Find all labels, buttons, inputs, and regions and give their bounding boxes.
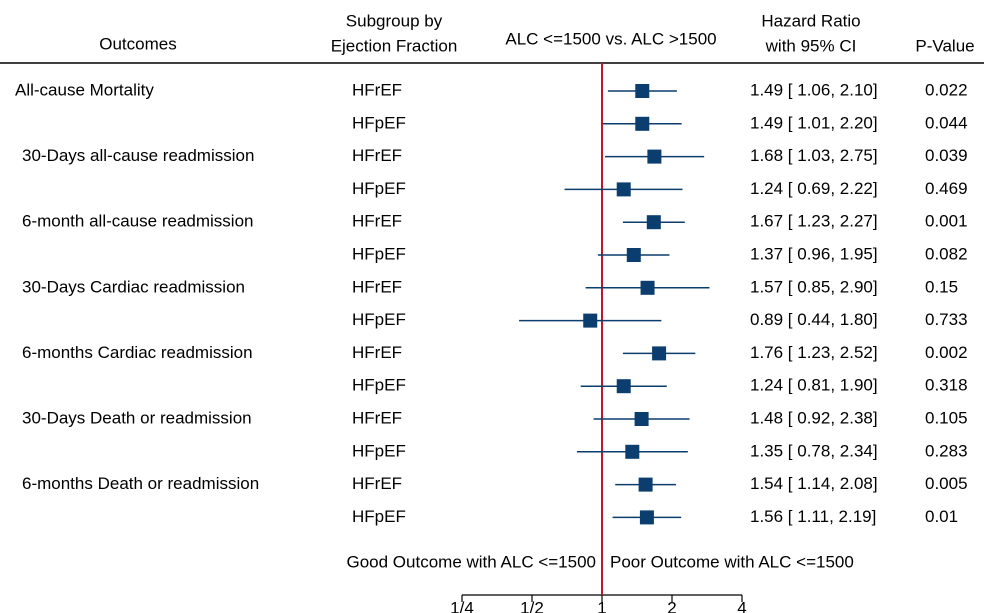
hazard-ratio-marker [583,313,598,328]
p-value: 0.082 [925,244,968,263]
hazard-ratio-marker [634,412,649,426]
x-tick-label: 1 [597,598,606,613]
hazard-ratio-marker [616,182,631,197]
header-hr: with 95% CI [765,36,857,55]
p-value: 0.044 [925,113,968,132]
outcome-label: 30-Days all-cause readmission [22,146,254,165]
ci-label: 1.76 [ 1.23, 2.52] [750,343,878,362]
subgroup-label: HFpEF [352,441,406,460]
subgroup-label: HFrEF [352,277,402,296]
p-value: 0.733 [925,310,968,329]
p-value: 0.022 [925,80,968,99]
outcome-label: 6-months Cardiac readmission [22,343,253,362]
ci-label: 1.49 [ 1.06, 2.10] [750,80,878,99]
header-comparison: ALC <=1500 vs. ALC >1500 [505,29,716,48]
left-label: Good Outcome with ALC <=1500 [347,552,597,571]
p-value: 0.001 [925,212,968,231]
subgroup-label: HFpEF [352,244,406,263]
x-tick-label: 1/4 [450,598,474,613]
p-value: 0.002 [925,343,968,362]
hazard-ratio-marker [616,379,631,394]
hazard-ratio-marker [639,510,654,525]
hazard-ratio-marker [652,346,667,361]
p-value: 0.105 [925,408,968,427]
hazard-ratio-marker [625,444,640,459]
ci-label: 1.57 [ 0.85, 2.90] [750,277,878,296]
subgroup-label: HFrEF [352,146,402,165]
ci-label: 1.24 [ 0.69, 2.22] [750,179,878,198]
subgroup-label: HFrEF [352,343,402,362]
hazard-ratio-marker [626,248,641,262]
ci-label: 1.35 [ 0.78, 2.34] [750,441,878,460]
p-value: 0.469 [925,179,968,198]
hazard-ratio-marker [646,215,661,230]
subgroup-label: HFrEF [352,212,402,231]
subgroup-label: HFpEF [352,310,406,329]
p-value: 0.15 [925,277,958,296]
header-p: P-Value [915,36,974,55]
ci-label: 1.24 [ 0.81, 1.90] [750,376,878,395]
hazard-ratio-marker [647,149,662,164]
ci-label: 1.56 [ 1.11, 2.19] [750,507,876,526]
subgroup-label: HFrEF [352,80,402,99]
outcome-label: 6-month all-cause readmission [22,212,254,231]
hazard-ratio-marker [640,280,655,295]
p-value: 0.318 [925,376,968,395]
outcome-label: 6-months Death or readmission [22,474,259,493]
header-outcomes: Outcomes [99,34,176,53]
ci-label: 0.89 [ 0.44, 1.80] [750,310,878,329]
outcome-label: All-cause Mortality [15,80,154,99]
header-subgroup: Subgroup by [346,11,443,30]
ci-label: 1.67 [ 1.23, 2.27] [750,212,878,231]
subgroup-label: HFrEF [352,474,402,493]
x-tick-label: 4 [737,598,746,613]
outcome-label: 30-Days Cardiac readmission [22,277,245,296]
subgroup-label: HFrEF [352,408,402,427]
ci-label: 1.37 [ 0.96, 1.95] [750,244,878,263]
p-value: 0.005 [925,474,968,493]
ci-label: 1.54 [ 1.14, 2.08] [750,474,878,493]
hazard-ratio-marker [638,477,653,492]
header-hr: Hazard Ratio [761,11,860,30]
subgroup-label: HFpEF [352,507,406,526]
x-tick-label: 1/2 [520,598,544,613]
header-subgroup: Ejection Fraction [331,36,458,55]
p-value: 0.283 [925,441,968,460]
subgroup-label: HFpEF [352,179,406,198]
x-tick-label: 2 [667,598,676,613]
right-label: Poor Outcome with ALC <=1500 [610,552,854,571]
hazard-ratio-marker [635,116,650,131]
ci-label: 1.49 [ 1.01, 2.20] [750,113,878,132]
subgroup-label: HFpEF [352,113,406,132]
p-value: 0.039 [925,146,968,165]
ci-label: 1.48 [ 0.92, 2.38] [750,408,878,427]
hazard-ratio-marker [635,84,650,98]
ci-label: 1.68 [ 1.03, 2.75] [750,146,878,165]
outcome-label: 30-Days Death or readmission [22,408,252,427]
p-value: 0.01 [925,507,958,526]
subgroup-label: HFpEF [352,376,406,395]
